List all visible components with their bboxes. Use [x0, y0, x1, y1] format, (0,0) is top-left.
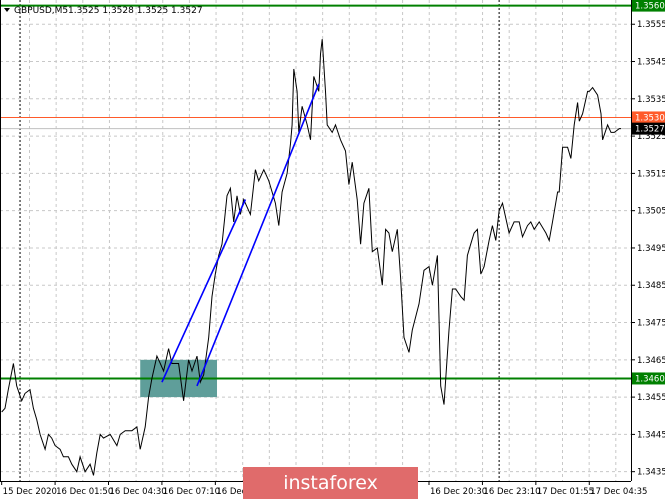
level-label: 1.3460 [635, 374, 665, 384]
y-tick-label: 1.3555 [637, 20, 665, 30]
x-tick-label: 16 Dec 0 [216, 487, 254, 497]
y-tick-label: 1.3435 [637, 468, 665, 478]
x-tick-label: 17 Dec 01:55 [537, 487, 594, 497]
y-tick-label: 1.3535 [637, 95, 665, 105]
y-tick-label: 1.3505 [637, 207, 665, 217]
y-tick-label: 1.3455 [637, 393, 665, 403]
level-lines [0, 4, 631, 380]
x-tick-label: 16 Dec 20:30 [430, 487, 487, 497]
level-label: 1.3527 [635, 125, 665, 135]
level-label: 1.3560 [635, 2, 665, 12]
level-label: 1.3530 [635, 113, 665, 123]
y-tick-label: 1.3525 [637, 132, 665, 142]
y-tick-label: 1.3515 [637, 169, 665, 179]
collapse-triangle-icon[interactable] [4, 8, 10, 12]
x-tick-label: 16 Dec 04:30 [110, 487, 167, 497]
trendlines [161, 83, 320, 387]
instaforex-watermark: instaforex [243, 467, 418, 499]
trendline [161, 199, 247, 383]
level-label-box [632, 111, 665, 124]
level-label-box [632, 0, 665, 12]
level-label-box [632, 122, 665, 135]
x-tick-label: 15 Dec 2020 [3, 487, 57, 497]
level-label-box [632, 372, 665, 385]
price-series [1, 39, 621, 476]
y-tick-label: 1.3465 [637, 356, 665, 366]
x-tick-label: 16 Dec 01:50 [56, 487, 113, 497]
y-tick-label: 1.3475 [637, 319, 665, 329]
y-tick-label: 1.3495 [637, 244, 665, 254]
x-tick-label: 16 Dec 07:10 [163, 487, 220, 497]
ohlc-values: 1.3525 1.3528 1.3525 1.3527 [68, 6, 203, 16]
grid [0, 0, 631, 481]
trendline [196, 83, 320, 387]
y-tick-label: 1.3545 [637, 58, 665, 68]
y-tick-label: 1.3445 [637, 430, 665, 440]
price-line [1, 39, 621, 476]
symbol-label: GBPUSD,M5 [14, 6, 68, 16]
x-tick-label: 17 Dec 04:35 [590, 487, 647, 497]
x-tick-label: 16 Dec 23:10 [483, 487, 540, 497]
chart-header: GBPUSD,M5 1.3525 1.3528 1.3525 1.3527 [4, 6, 203, 16]
y-tick-label: 1.3485 [637, 281, 665, 291]
